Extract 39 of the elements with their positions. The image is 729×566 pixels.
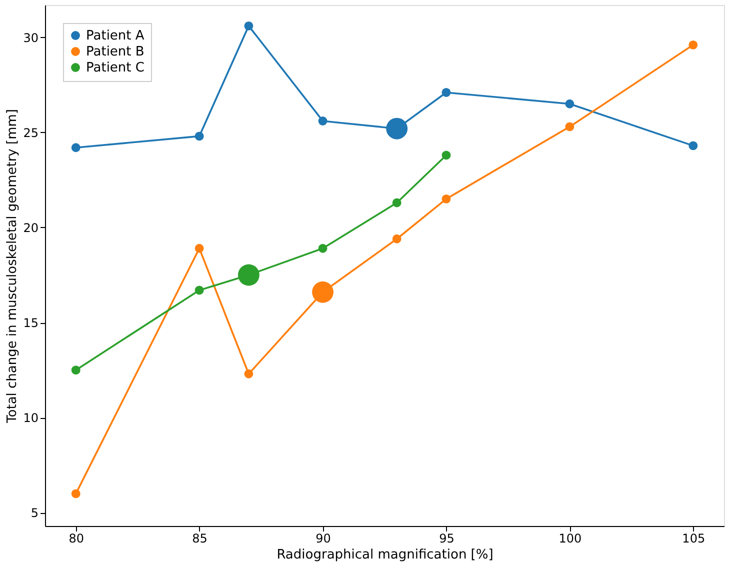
y-tick-label: 30 xyxy=(23,30,38,45)
x-tick-label: 95 xyxy=(439,532,454,546)
point xyxy=(71,143,80,152)
point xyxy=(386,118,408,140)
point xyxy=(392,198,402,208)
legend-label: Patient A xyxy=(86,28,144,44)
x-tick-label: 80 xyxy=(68,532,84,546)
y-tick-label: 25 xyxy=(23,126,38,140)
point xyxy=(688,141,698,150)
point xyxy=(442,194,451,204)
point xyxy=(318,116,328,126)
point xyxy=(312,281,334,303)
x-tick-label: 90 xyxy=(316,532,331,546)
point xyxy=(565,99,574,108)
y-tick-label: 10 xyxy=(23,411,38,426)
point xyxy=(71,366,80,375)
point xyxy=(194,286,204,295)
point xyxy=(442,150,451,160)
y-tick-label: 20 xyxy=(23,220,38,235)
point xyxy=(194,132,204,141)
x-tick-label: 105 xyxy=(682,532,706,546)
point xyxy=(194,244,204,253)
x-tick-label: 85 xyxy=(192,532,208,546)
x-axis-title: Radiographical magnification [%] xyxy=(276,548,494,562)
point xyxy=(238,264,260,286)
point xyxy=(392,234,402,244)
y-tick-label: 15 xyxy=(23,316,38,330)
point xyxy=(244,369,254,378)
point xyxy=(565,122,574,132)
point xyxy=(442,88,451,97)
y-axis-title: Total change in musculoskeletal geometry [mm] xyxy=(5,109,20,424)
point xyxy=(71,489,80,498)
point xyxy=(244,21,254,30)
legend-label: Patient C xyxy=(86,60,144,76)
point xyxy=(688,40,698,50)
x-tick-label: 100 xyxy=(558,532,582,546)
legend-label: Patient B xyxy=(86,44,144,60)
y-tick-label: 5 xyxy=(30,506,38,520)
point xyxy=(318,244,328,253)
